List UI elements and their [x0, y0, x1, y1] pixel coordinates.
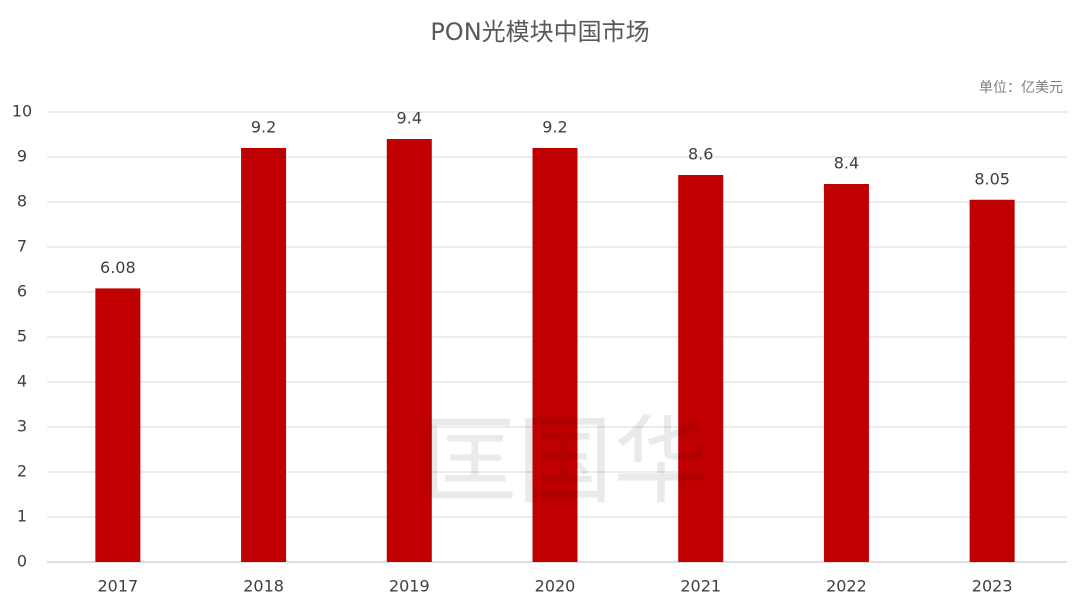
x-tick-label: 2017 [97, 577, 138, 596]
data-label: 9.4 [397, 109, 422, 128]
data-label: 8.6 [688, 145, 713, 164]
x-tick-label: 2018 [243, 577, 284, 596]
data-label: 8.4 [834, 154, 859, 173]
bar [532, 148, 578, 562]
y-tick-label: 2 [17, 462, 27, 481]
bar [969, 199, 1015, 562]
x-tick-label: 2023 [972, 577, 1013, 596]
x-tick-label: 2019 [389, 577, 430, 596]
bar [241, 148, 287, 562]
bar [95, 288, 141, 562]
bar [823, 184, 869, 562]
data-label: 9.2 [251, 118, 276, 137]
watermark: 匡国华 [421, 405, 709, 517]
y-tick-label: 4 [17, 372, 27, 391]
bar [386, 139, 432, 562]
y-tick-label: 5 [17, 327, 27, 346]
y-tick-label: 3 [17, 417, 27, 436]
y-tick-label: 10 [12, 102, 32, 121]
data-label: 6.08 [100, 258, 136, 277]
x-tick-label: 2020 [535, 577, 576, 596]
y-tick-label: 9 [17, 147, 27, 166]
data-label: 9.2 [542, 118, 567, 137]
y-tick-label: 7 [17, 237, 27, 256]
y-tick-label: 8 [17, 192, 27, 211]
unit-label: 单位：亿美元 [979, 80, 1063, 96]
x-tick-label: 2022 [826, 577, 867, 596]
chart-title: PON光模块中国市场 [430, 18, 649, 46]
x-tick-label: 2021 [680, 577, 721, 596]
y-tick-label: 1 [17, 507, 27, 526]
bar [678, 175, 724, 562]
y-tick-label: 0 [17, 552, 27, 571]
data-label: 8.05 [974, 169, 1010, 188]
y-tick-label: 6 [17, 282, 27, 301]
